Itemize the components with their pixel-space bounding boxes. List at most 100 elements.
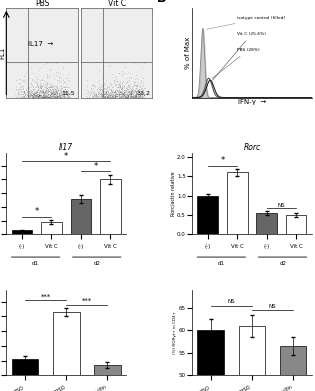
Point bbox=[134, 83, 139, 89]
Point bbox=[106, 88, 111, 94]
Point bbox=[103, 90, 108, 97]
Point bbox=[122, 90, 127, 97]
Point bbox=[41, 92, 46, 98]
Point bbox=[129, 92, 134, 99]
Point bbox=[117, 77, 123, 84]
Point bbox=[105, 92, 110, 98]
Point bbox=[46, 90, 51, 97]
Point bbox=[31, 93, 36, 100]
Point bbox=[91, 91, 96, 97]
Point bbox=[117, 88, 123, 94]
Point bbox=[120, 93, 125, 99]
Point bbox=[122, 94, 127, 100]
Point bbox=[113, 93, 118, 99]
Point bbox=[57, 70, 62, 76]
Point bbox=[119, 86, 124, 92]
Point bbox=[64, 89, 69, 95]
Point bbox=[139, 84, 144, 91]
Point bbox=[131, 93, 136, 100]
Point bbox=[138, 85, 143, 91]
Point bbox=[125, 82, 130, 88]
Point bbox=[41, 91, 46, 97]
Point bbox=[127, 84, 132, 90]
Point bbox=[53, 89, 58, 95]
Point bbox=[133, 90, 138, 97]
Point bbox=[127, 88, 132, 94]
Point bbox=[38, 93, 43, 100]
Point bbox=[105, 93, 110, 99]
Point bbox=[56, 93, 61, 100]
Point bbox=[98, 90, 103, 96]
Point bbox=[43, 89, 48, 95]
Point bbox=[30, 91, 35, 97]
Point bbox=[102, 94, 107, 100]
Point bbox=[47, 74, 52, 80]
Point bbox=[124, 93, 129, 100]
Point bbox=[58, 89, 63, 95]
Point bbox=[133, 81, 138, 88]
Point bbox=[29, 92, 34, 98]
Point bbox=[109, 94, 114, 100]
Point bbox=[99, 72, 104, 79]
Point bbox=[105, 94, 110, 100]
Point bbox=[105, 87, 110, 93]
Point bbox=[140, 93, 145, 99]
Point bbox=[49, 86, 54, 92]
Point bbox=[64, 84, 69, 90]
Point bbox=[24, 92, 29, 98]
Point bbox=[106, 93, 111, 99]
Point bbox=[58, 86, 63, 92]
Point bbox=[39, 64, 44, 70]
Point bbox=[65, 92, 70, 98]
Text: Vit C (25.6%): Vit C (25.6%) bbox=[213, 32, 266, 80]
Point bbox=[44, 92, 49, 98]
Point bbox=[113, 81, 118, 88]
Point bbox=[115, 89, 120, 95]
Point bbox=[104, 91, 109, 97]
Point bbox=[66, 84, 71, 90]
Point bbox=[121, 70, 126, 76]
Point bbox=[130, 89, 135, 95]
Point bbox=[101, 81, 106, 87]
Point bbox=[49, 88, 54, 94]
Point bbox=[37, 91, 42, 97]
Point bbox=[126, 93, 131, 100]
Point bbox=[47, 67, 52, 73]
Point bbox=[57, 79, 62, 86]
Point bbox=[45, 86, 50, 92]
Point bbox=[28, 94, 33, 100]
Point bbox=[38, 88, 43, 94]
Point bbox=[121, 70, 126, 77]
Point bbox=[28, 90, 33, 97]
Point bbox=[108, 89, 113, 95]
Point bbox=[136, 93, 141, 99]
Point bbox=[135, 82, 140, 88]
Point bbox=[100, 92, 105, 98]
Text: *: * bbox=[94, 162, 98, 171]
Point bbox=[121, 94, 126, 100]
Point bbox=[45, 72, 50, 79]
Point bbox=[123, 94, 128, 100]
Point bbox=[54, 88, 59, 94]
Point bbox=[65, 90, 70, 96]
Point bbox=[134, 91, 139, 97]
Point bbox=[52, 89, 57, 95]
Point bbox=[128, 94, 133, 100]
Point bbox=[44, 94, 49, 100]
Point bbox=[49, 90, 54, 96]
Point bbox=[100, 92, 106, 98]
Point bbox=[37, 93, 42, 99]
Point bbox=[45, 80, 50, 86]
Point bbox=[51, 92, 56, 99]
Point bbox=[116, 91, 121, 98]
Point bbox=[25, 91, 30, 97]
Point bbox=[59, 94, 64, 100]
Point bbox=[41, 80, 46, 86]
Point bbox=[59, 83, 64, 90]
Point bbox=[36, 87, 41, 93]
Point bbox=[140, 75, 145, 81]
Point bbox=[118, 91, 123, 97]
Bar bbox=[53, 312, 80, 375]
Point bbox=[111, 93, 116, 100]
Point bbox=[104, 90, 109, 96]
